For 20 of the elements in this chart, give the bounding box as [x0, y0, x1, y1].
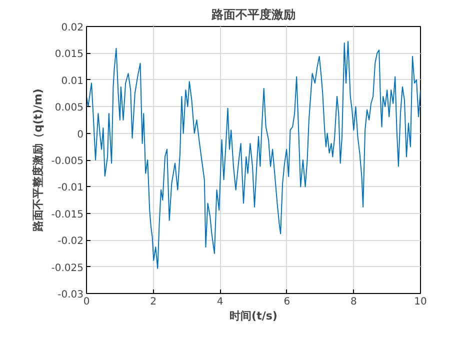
x-axis-title: 时间(t/s) — [230, 310, 278, 322]
y-tick-label: 0.02 — [61, 22, 84, 34]
y-tick-label: -0.025 — [51, 262, 84, 274]
y-axis-title: 路面不平整度激励（q(t)/m) — [31, 88, 44, 232]
x-tick-label: 6 — [284, 296, 290, 308]
y-tick-label: -0.015 — [51, 209, 84, 220]
y-tick-label: -0.03 — [58, 290, 84, 300]
x-tick-label: 4 — [216, 296, 224, 308]
chart-title: 路面不平度激励 — [210, 8, 296, 22]
y-tick-label: 0.005 — [54, 102, 84, 114]
y-tick-label: -0.02 — [58, 236, 84, 248]
y-tick-label: 0 — [77, 129, 84, 140]
x-tick-label: 8 — [350, 296, 357, 308]
x-tick-label: 2 — [150, 296, 156, 308]
y-tick-label: -0.005 — [51, 156, 84, 167]
x-tick-label: 10 — [414, 296, 427, 308]
line-series — [86, 40, 420, 269]
y-tick-label: -0.01 — [58, 182, 84, 194]
y-tick-label: 0.01 — [61, 76, 84, 87]
y-tick-label: 0.015 — [54, 49, 84, 60]
